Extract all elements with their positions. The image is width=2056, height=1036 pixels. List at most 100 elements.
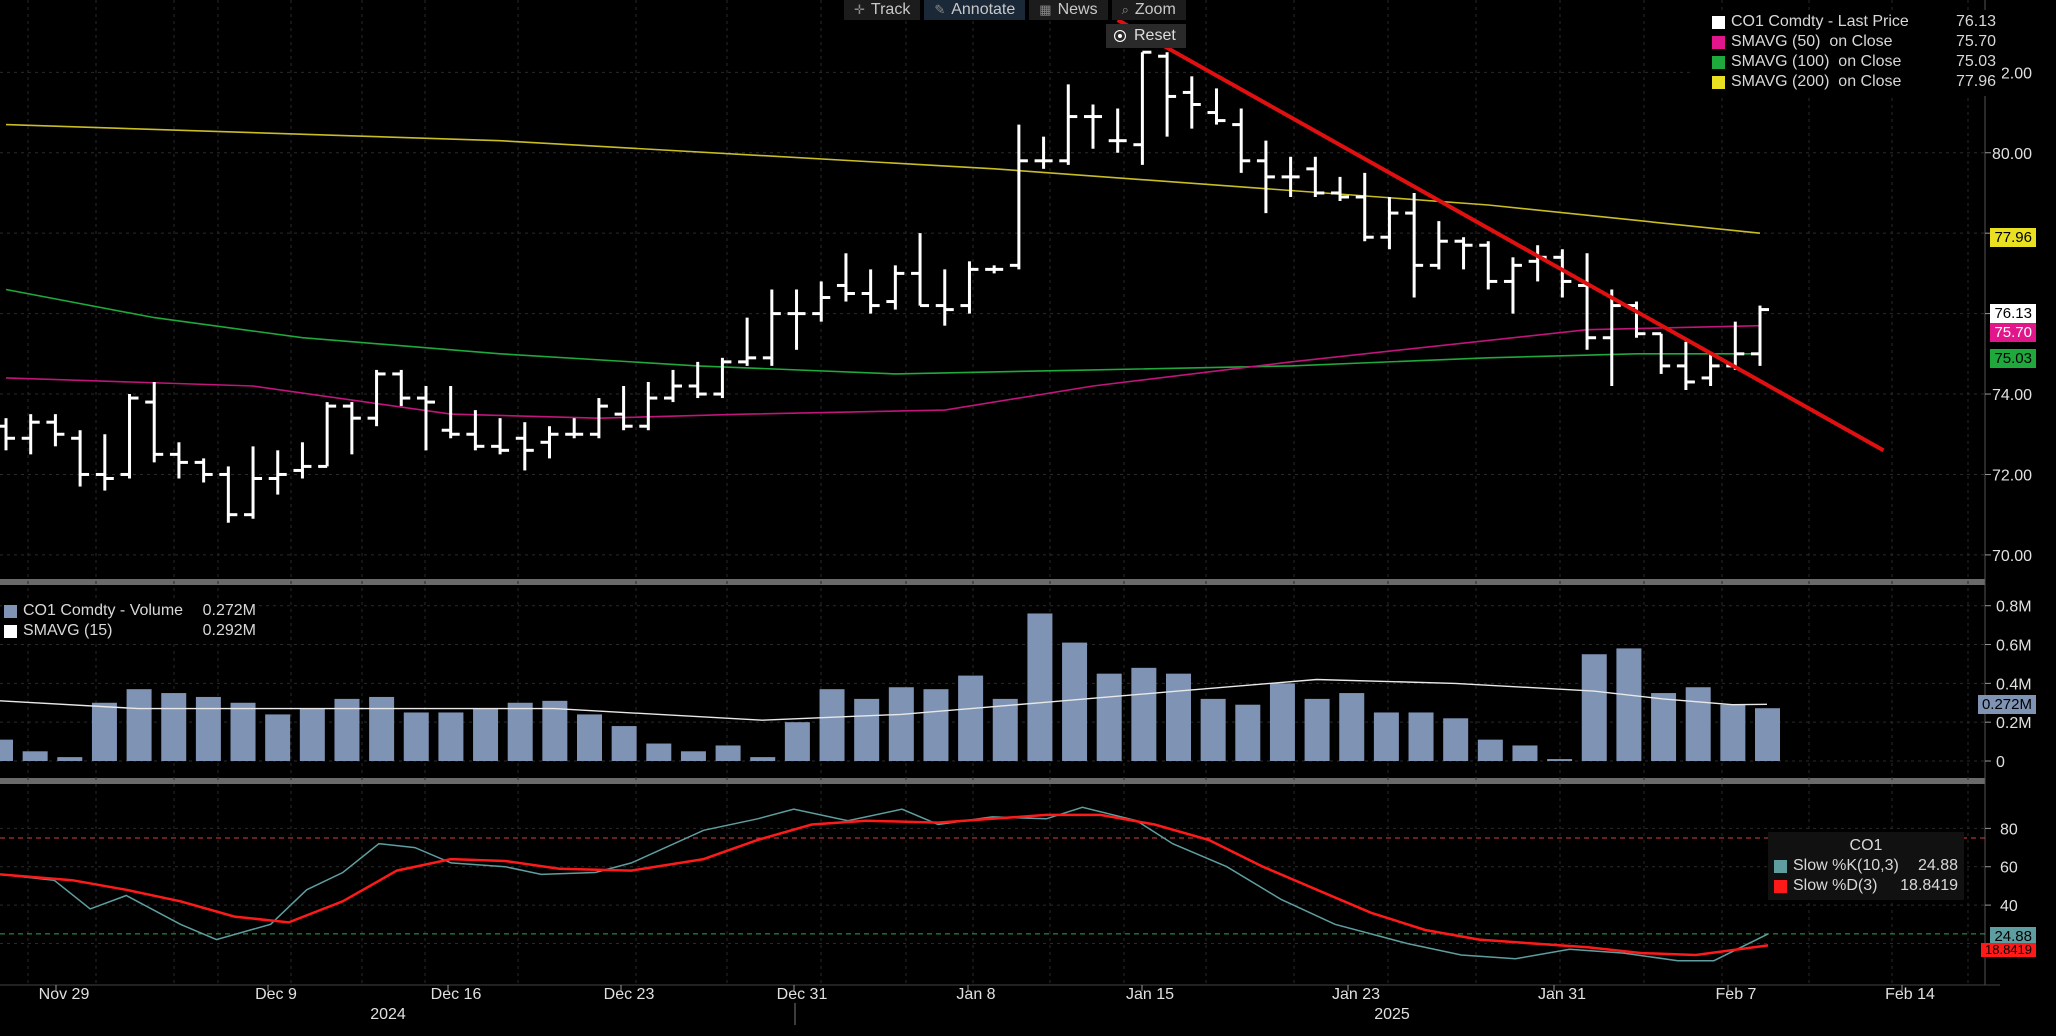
volume-bar: [1755, 708, 1780, 761]
x-tick-label: Jan 31: [1538, 986, 1586, 1003]
volume-bar: [473, 708, 499, 761]
legend-label: CO1 Comdty - Last Price: [1731, 13, 1909, 30]
volume-bar: [126, 689, 152, 761]
stochastic-legend-title: CO1: [1849, 837, 1883, 854]
annotate-label: Annotate: [951, 1, 1016, 18]
zoom-button[interactable]: ⌕ Zoom: [1111, 0, 1186, 20]
news-label: News: [1057, 1, 1098, 18]
legend-value: 75.03: [1955, 53, 1996, 70]
volume-bar: [715, 745, 741, 761]
price-legend: CO1 Comdty - Last Price 76.13 SMAVG (50) …: [1694, 10, 2002, 96]
volume-bar: [265, 714, 291, 761]
x-year-label: 2025: [1374, 1006, 1410, 1023]
volume-bar: [1235, 704, 1261, 761]
legend-swatch: [1712, 75, 1725, 89]
legend-sma100: SMAVG (100) on Close 75.03: [1712, 52, 1996, 72]
news-button[interactable]: ▦ News: [1029, 0, 1108, 20]
volume-bar: [403, 712, 429, 761]
stoch-d-line: [0, 813, 1769, 957]
volume-bar: [507, 702, 533, 761]
x-tick-label: Dec 23: [604, 986, 655, 1003]
legend-swatch: [4, 604, 17, 618]
volume-bar: [1651, 693, 1677, 761]
stochastic-y-tick-label: 80: [2000, 821, 2018, 838]
volume-bar: [854, 698, 880, 761]
volume-y-tick-label: 0.6M: [1996, 638, 2032, 655]
volume-bar: [1443, 718, 1469, 761]
volume-bar: [1408, 712, 1434, 761]
legend-label: Slow %D(3): [1793, 877, 1878, 894]
stochastic-y-tick-label: 40: [2000, 898, 2018, 915]
sma100-line: [5, 288, 1760, 375]
volume-bar: [819, 689, 845, 761]
volume-bar: [577, 714, 602, 761]
legend-value: 0.292M: [202, 622, 256, 639]
legend-label: CO1 Comdty - Volume: [23, 602, 184, 619]
legend-last-price: CO1 Comdty - Last Price 76.13: [1712, 12, 1996, 32]
volume-bar: [646, 743, 672, 761]
legend-value: 77.96: [1955, 73, 1996, 90]
x-tick-label: Feb 7: [1716, 986, 1757, 1003]
sma50-line: [5, 324, 1761, 420]
volume-y-tick-label: 0: [1996, 754, 2005, 771]
price-tag-sma100: 75.03: [1990, 349, 2036, 368]
volume-bar: [161, 693, 187, 761]
x-tick-label: Dec 16: [431, 986, 482, 1003]
legend-value: 75.70: [1955, 33, 1996, 50]
track-button[interactable]: ✛ Track: [844, 0, 921, 20]
legend-swatch: [1712, 35, 1725, 49]
volume-bar: [1512, 745, 1538, 761]
legend-label: Slow %K(10,3): [1793, 857, 1899, 874]
price-y-tick-label: 72.00: [1992, 467, 2032, 484]
reset-button[interactable]: Reset: [1106, 24, 1186, 48]
price-y-tick-label: 82.00: [1992, 65, 2032, 82]
volume-bar: [1547, 759, 1573, 761]
annotate-button[interactable]: ✎ Annotate: [924, 0, 1026, 20]
volume-bar: [369, 696, 395, 761]
trendline: [1116, 18, 1885, 453]
legend-swatch: [1774, 879, 1787, 893]
stochastic-y-tick-label: 60: [2000, 860, 2018, 877]
legend-volume-sma: SMAVG (15) 0.292M: [4, 621, 256, 641]
x-tick-label: Dec 9: [255, 986, 297, 1003]
volume-bar: [992, 698, 1018, 761]
price-tag-volume: 0.272M: [1977, 695, 2036, 714]
sma200-line: [5, 123, 1761, 234]
pane-divider: [0, 579, 1985, 585]
stoch-k-line: [0, 806, 1769, 962]
volume-bar: [22, 751, 48, 761]
volume-bar: [1027, 613, 1053, 761]
x-tick-label: Jan 8: [956, 986, 995, 1003]
volume-bar: [438, 712, 464, 761]
volume-y-tick-label: 0.4M: [1996, 676, 2032, 693]
price-tag-sma200: 77.96: [1990, 228, 2036, 247]
price-tag-sma50: 75.70: [1990, 323, 2036, 342]
legend-label: SMAVG (100) on Close: [1731, 53, 1902, 70]
legend-sma200: SMAVG (200) on Close 77.96: [1712, 72, 1996, 92]
price-tag-stoch-k: 24.88: [1990, 927, 2036, 946]
volume-bar: [542, 700, 568, 761]
volume-bar: [784, 722, 810, 761]
price-y-tick-label: 74.00: [1992, 387, 2032, 404]
volume-bar: [1685, 687, 1711, 761]
volume-bar: [1339, 693, 1365, 761]
volume-bar: [1373, 712, 1399, 761]
volume-bar: [958, 675, 984, 761]
chart-toolbar: ✛ Track ✎ Annotate ▦ News ⌕ Zoom: [844, 0, 1186, 20]
x-tick-label: Nov 29: [39, 986, 90, 1003]
legend-value: 76.13: [1955, 13, 1996, 30]
volume-bar: [57, 757, 83, 761]
volume-y-tick-label: 0.2M: [1996, 715, 2032, 732]
volume-bar: [888, 687, 914, 761]
legend-label: SMAVG (50) on Close: [1731, 33, 1893, 50]
volume-bar: [611, 726, 637, 761]
x-tick-label: Jan 23: [1332, 986, 1380, 1003]
legend-label: SMAVG (200) on Close: [1731, 73, 1902, 90]
volume-bar: [0, 739, 13, 761]
legend-stoch-k: Slow %K(10,3) 24.88: [1774, 856, 1958, 876]
volume-bar: [195, 696, 221, 761]
price-tag-last: 76.13: [1990, 304, 2036, 323]
volume-legend: CO1 Comdty - Volume 0.272M SMAVG (15) 0.29…: [2, 601, 258, 641]
volume-bar: [1200, 698, 1226, 761]
